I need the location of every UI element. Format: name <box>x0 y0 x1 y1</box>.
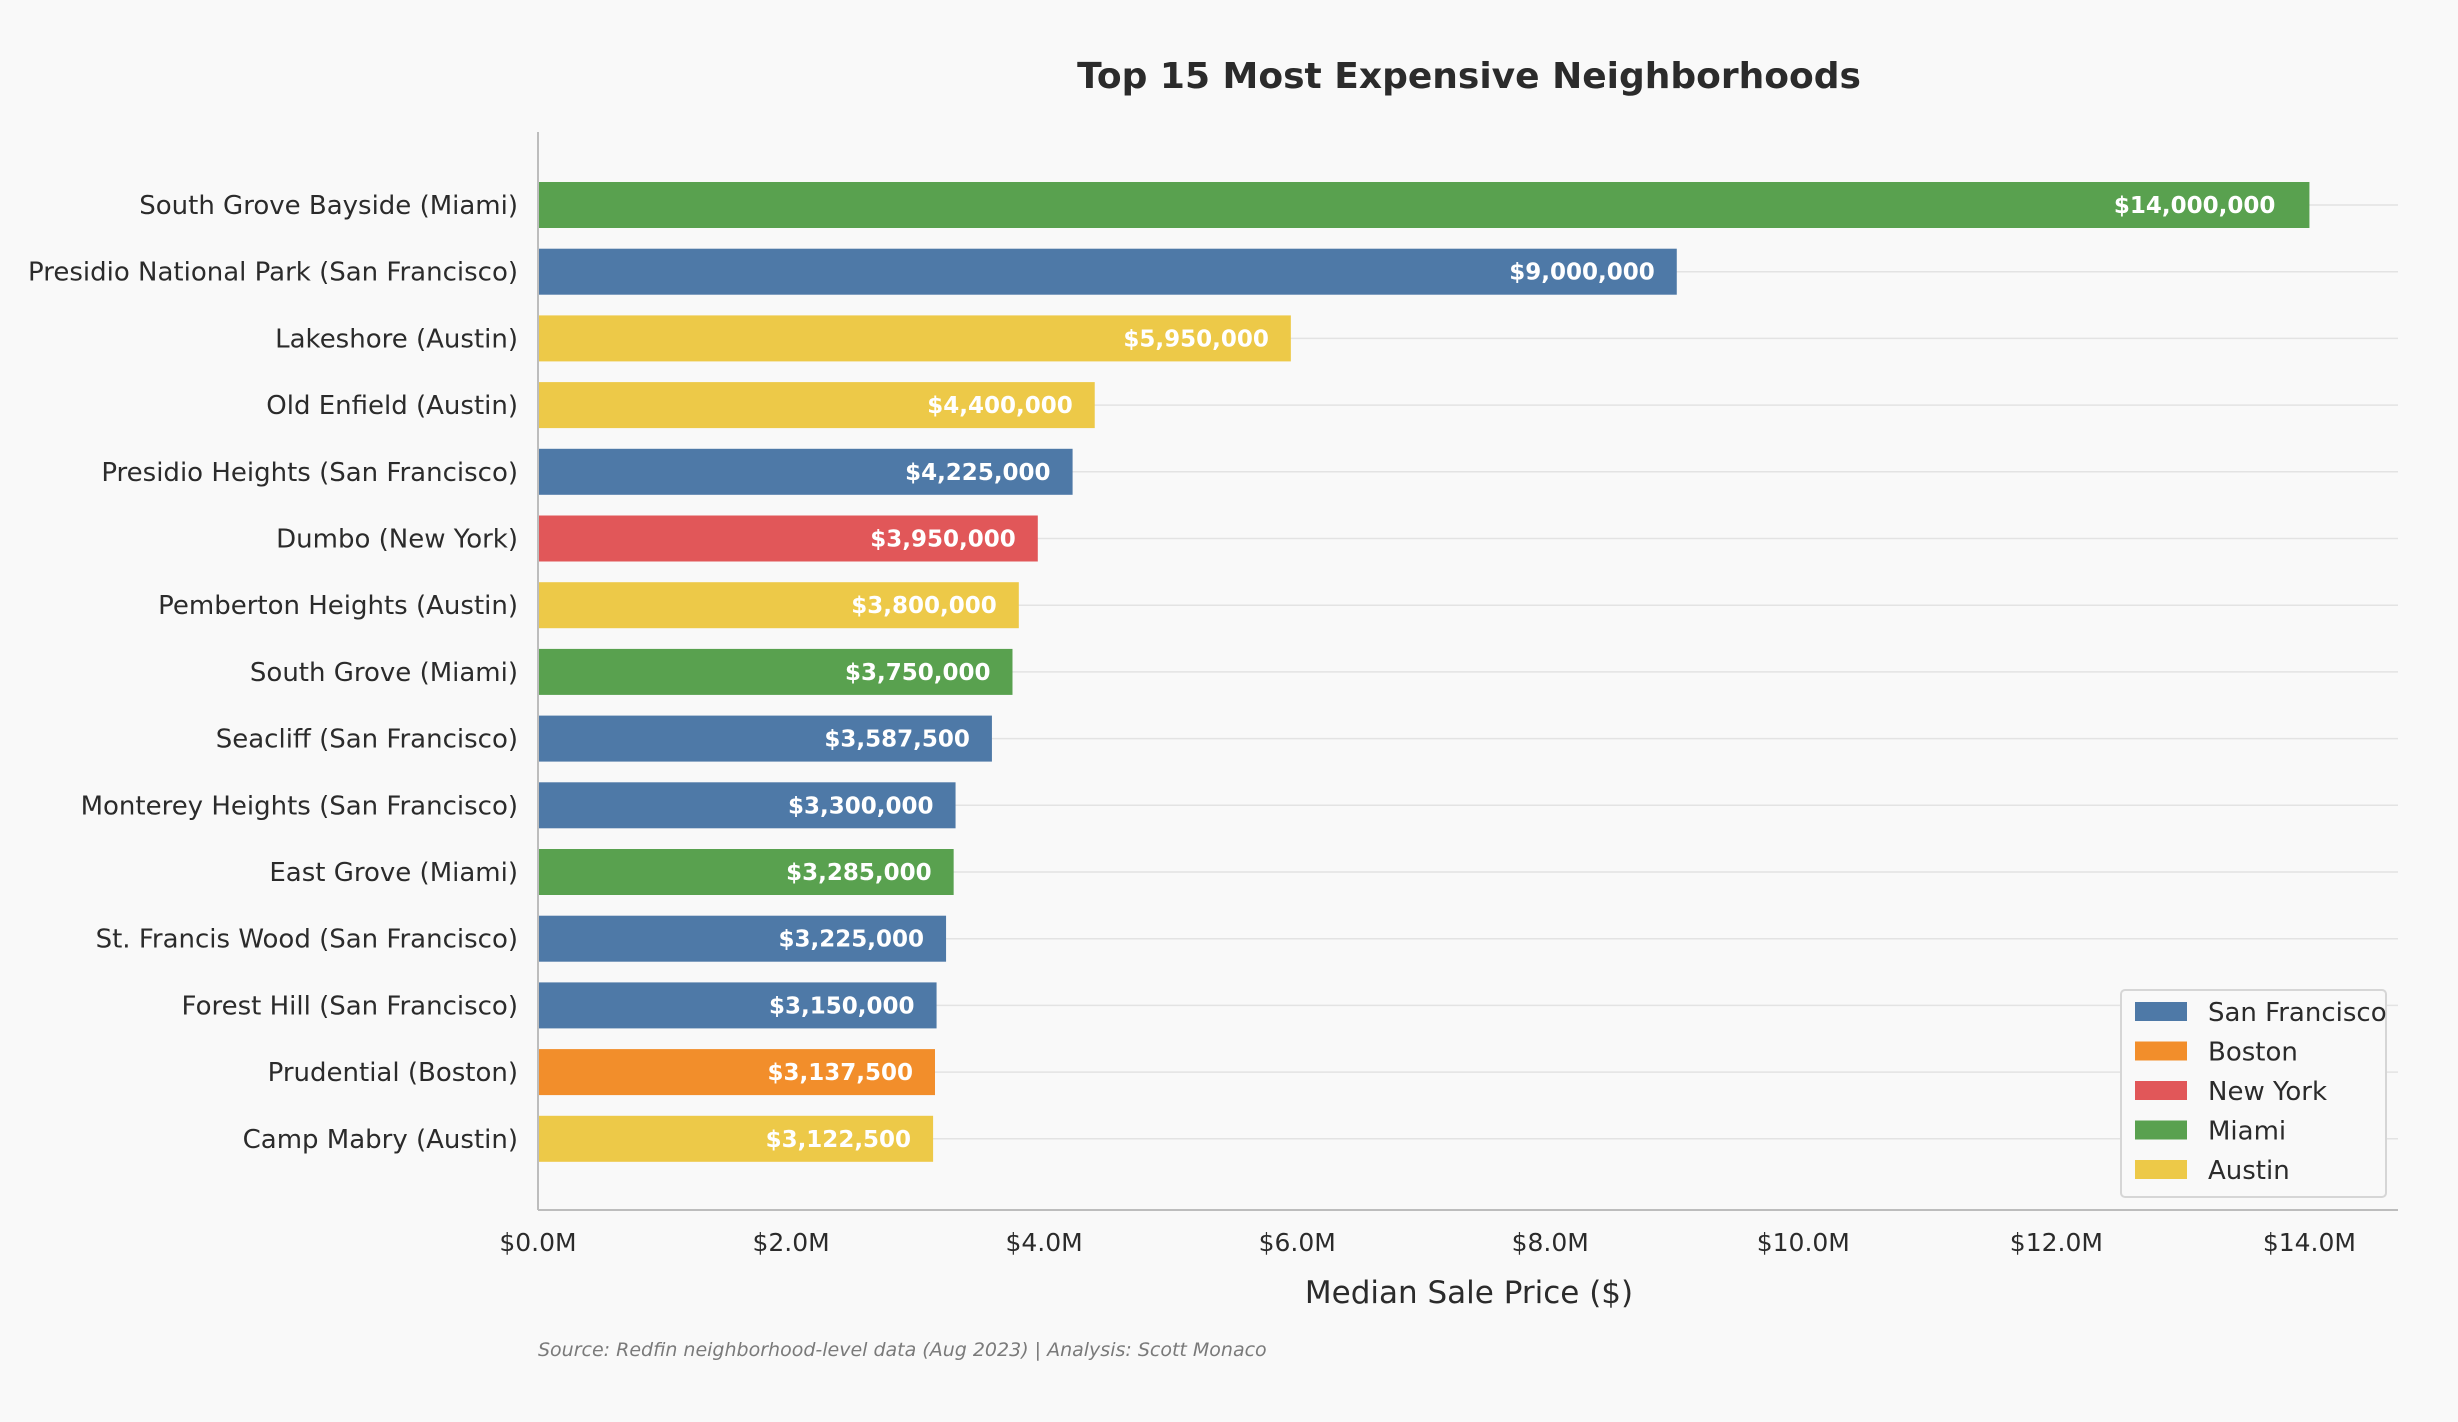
legend-swatch <box>2135 1041 2187 1061</box>
category-label: South Grove (Miami) <box>250 658 518 688</box>
x-tick-label: $0.0M <box>499 1228 576 1257</box>
legend-box <box>2120 989 2387 1198</box>
bar-value-label: $4,400,000 <box>927 393 1073 419</box>
x-axis-title: Median Sale Price ($) <box>1305 1275 1633 1311</box>
bar <box>538 715 992 762</box>
bar <box>538 515 1038 562</box>
category-label: Prudential (Boston) <box>268 1058 518 1088</box>
bar <box>538 1049 935 1096</box>
bar <box>538 849 954 895</box>
bar-value-label: $3,800,000 <box>851 593 997 619</box>
bar-value-label: $3,950,000 <box>870 527 1016 553</box>
category-label: Lakeshore (Austin) <box>275 324 518 354</box>
bar <box>538 648 1013 695</box>
category-labels: South Grove Bayside (Miami) Presidio Nati… <box>28 191 518 1155</box>
bar-value-label: $3,122,500 <box>766 1127 912 1153</box>
category-label: St. Francis Wood (San Francisco) <box>96 925 518 955</box>
bar <box>538 182 2310 228</box>
bars: $14,000,000 $9,000,000 $5,950,000 $4,400,00… <box>538 182 2310 1162</box>
bar-value-label: $3,300,000 <box>788 793 934 819</box>
bar <box>538 315 1291 362</box>
category-label: Presidio Heights (San Francisco) <box>101 458 518 488</box>
bar-value-label: $5,950,000 <box>1123 326 1269 352</box>
axes <box>537 132 2398 1211</box>
legend-label: Boston <box>2208 1038 2298 1068</box>
x-tick-label: $2.0M <box>752 1228 829 1257</box>
legend-swatch <box>2135 1002 2187 1021</box>
x-tick-labels: $0.0M $2.0M $4.0M $6.0M $8.0M $10.0M $12.0M $14… <box>499 1228 2356 1257</box>
bar-value-label: $3,137,500 <box>767 1060 913 1086</box>
legend-label: Austin <box>2208 1156 2290 1186</box>
category-label: Monterey Heights (San Francisco) <box>81 791 518 821</box>
x-tick-label: $8.0M <box>1512 1228 1589 1257</box>
x-tick-label: $12.0M <box>2010 1228 2103 1257</box>
bar-value-label: $14,000,000 <box>2114 193 2276 219</box>
bar-value-label: $3,225,000 <box>779 927 925 953</box>
bar-value-label: $3,587,500 <box>824 727 970 753</box>
bar <box>538 582 1019 629</box>
bar <box>538 915 947 962</box>
category-label: Pemberton Heights (Austin) <box>158 591 518 621</box>
category-label: Presidio National Park (San Francisco) <box>28 258 518 288</box>
legend: San Francisco Boston New York Miami Austin <box>2120 989 2387 1198</box>
legend-label: San Francisco <box>2208 998 2387 1028</box>
legend-label: New York <box>2208 1077 2327 1107</box>
category-label: Seacliff (San Francisco) <box>216 725 518 755</box>
x-tick-label: $6.0M <box>1259 1228 1336 1257</box>
chart-title: Top 15 Most Expensive Neighborhoods <box>1077 56 1861 97</box>
legend-swatch <box>2135 1160 2187 1179</box>
bar <box>538 448 1073 495</box>
source-note: Source: Redfin neighborhood-level data (… <box>538 1339 1267 1361</box>
bar-value-label: $3,750,000 <box>845 660 991 686</box>
bar-value-label: $3,150,000 <box>769 993 915 1019</box>
bar <box>538 782 956 829</box>
x-tick-label: $14.0M <box>2263 1228 2356 1257</box>
x-tick-label: $4.0M <box>1006 1228 1083 1257</box>
legend-label: Miami <box>2208 1117 2286 1147</box>
bar <box>538 982 937 1029</box>
legend-swatch <box>2135 1120 2187 1140</box>
legend-swatch <box>2135 1081 2187 1100</box>
bar-value-label: $4,225,000 <box>905 460 1051 486</box>
bar-value-label: $9,000,000 <box>1509 260 1655 286</box>
category-label: Camp Mabry (Austin) <box>243 1125 518 1155</box>
bar-value-label: $3,285,000 <box>786 860 932 886</box>
category-label: Old Enfield (Austin) <box>266 391 518 421</box>
x-tick-label: $10.0M <box>1757 1228 1850 1257</box>
bar <box>538 382 1095 429</box>
category-label: Dumbo (New York) <box>276 525 518 555</box>
category-label: South Grove Bayside (Miami) <box>139 191 518 221</box>
bar <box>538 1115 934 1162</box>
bar <box>538 248 1677 295</box>
category-label: East Grove (Miami) <box>269 858 518 888</box>
category-label: Forest Hill (San Francisco) <box>182 991 518 1021</box>
